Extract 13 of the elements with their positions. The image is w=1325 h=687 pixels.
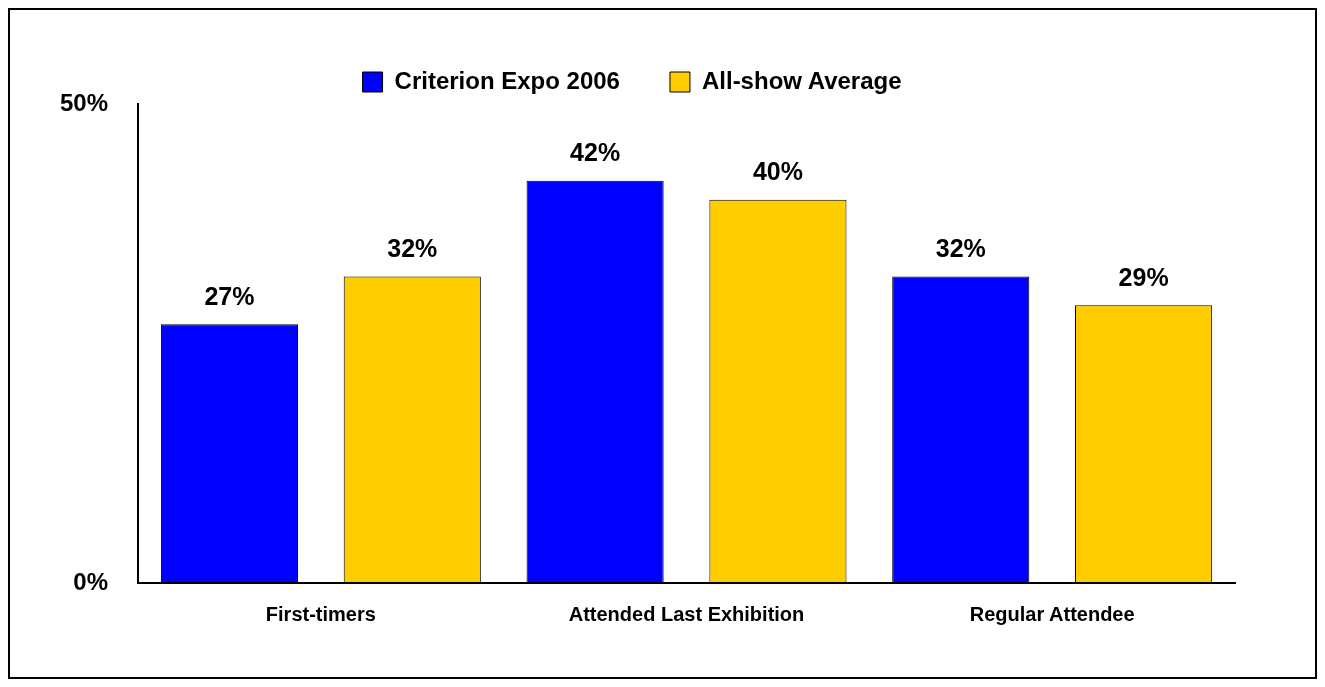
data-label: 27%: [204, 281, 255, 310]
data-label: 40%: [752, 157, 803, 186]
y-tick-label: 0%: [73, 567, 109, 595]
data-label: 29%: [1118, 262, 1169, 291]
x-tick-label: Regular Attendee: [969, 602, 1135, 625]
data-label: 32%: [935, 233, 986, 262]
data-label: 32%: [387, 233, 438, 262]
y-tick-label: 50%: [59, 88, 109, 116]
legend-label: Criterion Expo 2006: [394, 66, 620, 94]
x-tick-label: Attended Last Exhibition: [568, 602, 805, 625]
legend-label: All-show Average: [701, 66, 902, 94]
data-label: 42%: [570, 138, 621, 167]
x-tick-label: First-timers: [265, 602, 376, 625]
